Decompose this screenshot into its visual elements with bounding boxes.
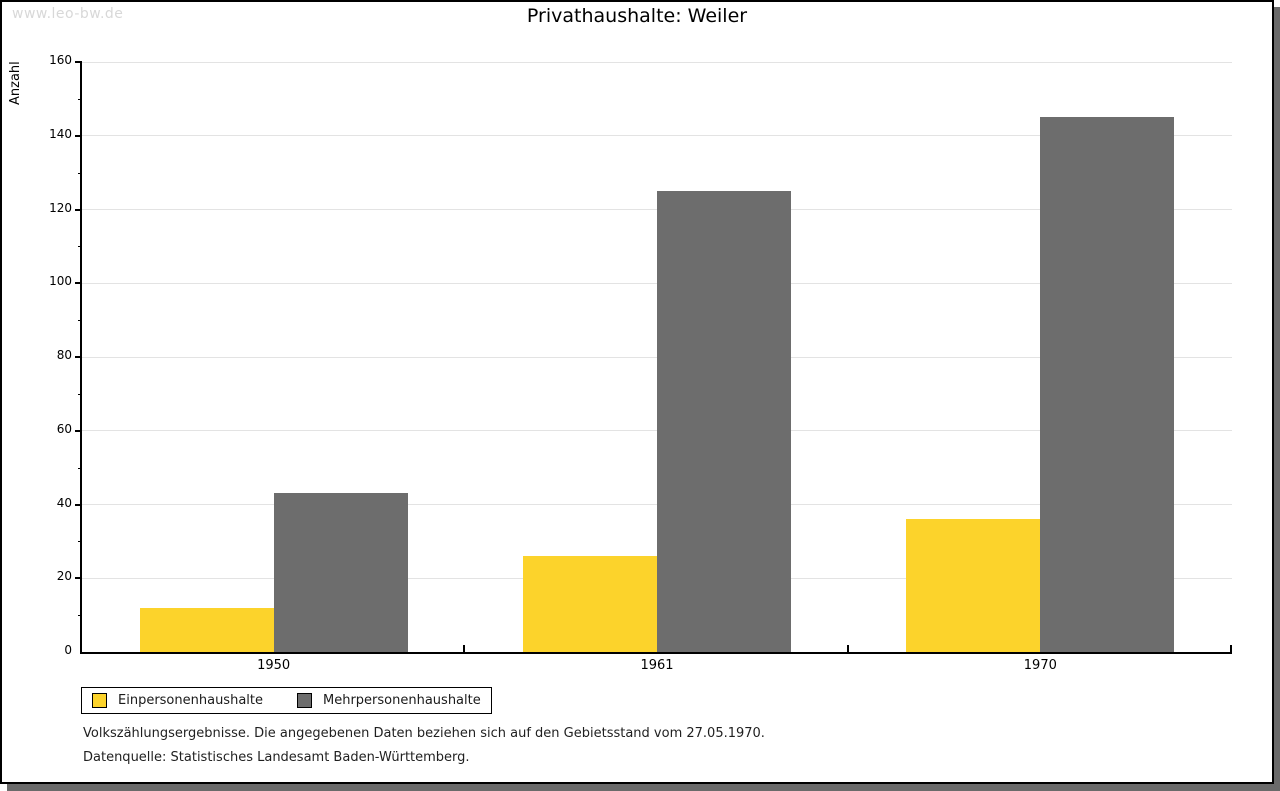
bar-mehrpersonenhaushalte-1950: [273, 493, 408, 652]
x-tick-label: 1961: [640, 658, 674, 673]
y-tick-label: 140: [49, 126, 72, 141]
x-tick-label: 1950: [257, 658, 291, 673]
y-tick-label: 80: [56, 348, 72, 362]
y-axis-tick: [75, 577, 82, 580]
y-axis-title: Anzahl: [8, 61, 23, 105]
watermark: www.leo-bw.de: [12, 6, 124, 22]
y-axis-tick: [75, 134, 82, 137]
y-axis-tick: [75, 282, 82, 285]
x-tick-label: 1970: [1023, 658, 1057, 673]
legend-entry: Einpersonenhaushalte: [92, 693, 263, 708]
y-tick-label: 100: [49, 274, 72, 289]
y-axis-minor-tick: [78, 615, 82, 617]
legend-label: Mehrpersonenhaushalte: [323, 693, 481, 708]
gridline: [82, 135, 1232, 137]
y-axis-minor-tick: [78, 393, 82, 395]
gridline: [82, 61, 1232, 63]
y-axis-minor-tick: [78, 98, 82, 100]
y-axis-tick: [75, 61, 82, 63]
legend-swatch-einpersonenhaushalte: [92, 693, 107, 708]
plot-area: 0 20 40 60 80 100 120 140 160 1950 1961 1970: [49, 53, 1232, 673]
x-axis-tick: [1230, 645, 1232, 652]
y-axis-tick: [75, 503, 82, 506]
y-axis-tick: [75, 356, 82, 358]
legend-swatch-mehrpersonenhaushalte: [297, 693, 312, 708]
legend-label: Einpersonenhaushalte: [118, 693, 263, 708]
y-tick-label: 0: [64, 643, 72, 657]
x-axis-tick: [463, 645, 466, 652]
y-tick-label: 160: [49, 53, 72, 67]
y-axis-tick: [75, 429, 82, 432]
bar-einpersonenhaushalte-1950: [139, 607, 274, 652]
legend: Einpersonenhaushalte Mehrpersonenhaushal…: [81, 687, 492, 714]
footnote-source-note: Volkszählungsergebnisse. Die angegebenen…: [83, 726, 765, 741]
y-axis-minor-tick: [78, 172, 82, 174]
legend-entry: Mehrpersonenhaushalte: [297, 693, 481, 708]
y-axis-minor-tick: [78, 541, 82, 543]
bar-mehrpersonenhaushalte-1961: [657, 191, 791, 652]
y-axis-minor-tick: [78, 320, 82, 322]
y-tick-label: 20: [56, 569, 72, 584]
y-tick-label: 40: [56, 495, 72, 510]
footnote-data-source: Datenquelle: Statistisches Landesamt Bad…: [83, 750, 470, 765]
y-tick-label: 120: [49, 200, 72, 215]
bar-einpersonenhaushalte-1970: [906, 519, 1041, 652]
bar-einpersonenhaushalte-1961: [523, 556, 657, 652]
y-axis-minor-tick: [78, 467, 82, 469]
x-axis-tick: [846, 645, 849, 652]
y-axis-minor-tick: [78, 246, 82, 248]
y-axis-tick: [75, 208, 82, 211]
bar-mehrpersonenhaushalte-1970: [1040, 117, 1175, 652]
chart-title: Privathaushalte: Weiler: [526, 5, 748, 27]
y-tick-label: 60: [56, 421, 72, 436]
